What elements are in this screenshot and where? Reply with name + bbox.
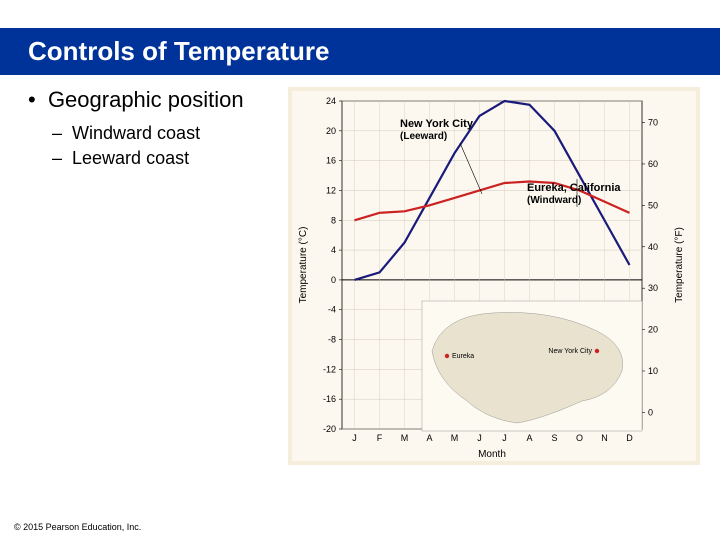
svg-text:New York City: New York City xyxy=(548,348,592,355)
svg-text:N: N xyxy=(601,433,608,443)
svg-text:New York City: New York City xyxy=(400,118,474,130)
svg-text:Month: Month xyxy=(478,449,506,460)
svg-text:Eureka: Eureka xyxy=(452,353,474,360)
svg-text:J: J xyxy=(352,433,357,443)
svg-text:30: 30 xyxy=(648,283,658,293)
svg-text:J: J xyxy=(477,433,482,443)
svg-text:70: 70 xyxy=(648,118,658,128)
chart-inner: -20 -16 -12 -8 -4 0 4 8 12 16 20 24 J F M A M J J A S O N D 0 10 2… xyxy=(292,91,696,461)
svg-text:Temperature (°C): Temperature (°C) xyxy=(298,227,309,304)
text-column: • Geographic position – Windward coast –… xyxy=(28,87,288,465)
svg-text:M: M xyxy=(401,433,409,443)
sub-item-1: – Leeward coast xyxy=(52,148,288,169)
sub-item-0: – Windward coast xyxy=(52,123,288,144)
svg-text:A: A xyxy=(526,433,532,443)
svg-text:O: O xyxy=(576,433,583,443)
chart-svg: -20 -16 -12 -8 -4 0 4 8 12 16 20 24 J F M A M J J A S O N D 0 10 2… xyxy=(292,91,692,461)
bullet-main-text: Geographic position xyxy=(48,87,244,112)
svg-text:16: 16 xyxy=(326,156,336,166)
svg-text:M: M xyxy=(451,433,459,443)
svg-text:0: 0 xyxy=(331,275,336,285)
svg-text:20: 20 xyxy=(648,325,658,335)
svg-text:Eureka, California: Eureka, California xyxy=(527,182,621,194)
svg-text:50: 50 xyxy=(648,200,658,210)
svg-text:12: 12 xyxy=(326,185,336,195)
bullet-main: • Geographic position xyxy=(28,87,288,113)
content-area: • Geographic position – Windward coast –… xyxy=(0,75,720,465)
svg-text:40: 40 xyxy=(648,242,658,252)
svg-text:10: 10 xyxy=(648,366,658,376)
svg-text:D: D xyxy=(626,433,633,443)
svg-text:0: 0 xyxy=(648,407,653,417)
svg-text:Temperature (°F): Temperature (°F) xyxy=(674,227,685,303)
svg-text:A: A xyxy=(426,433,432,443)
svg-text:4: 4 xyxy=(331,245,336,255)
title-bar: Controls of Temperature xyxy=(0,28,720,75)
svg-text:8: 8 xyxy=(331,215,336,225)
svg-text:60: 60 xyxy=(648,159,658,169)
svg-text:-12: -12 xyxy=(323,364,336,374)
svg-text:J: J xyxy=(502,433,507,443)
svg-text:S: S xyxy=(551,433,557,443)
svg-text:-20: -20 xyxy=(323,424,336,434)
svg-text:(Leeward): (Leeward) xyxy=(400,131,447,142)
svg-text:F: F xyxy=(377,433,383,443)
svg-text:24: 24 xyxy=(326,96,336,106)
sub-list: – Windward coast – Leeward coast xyxy=(52,123,288,169)
svg-text:-4: -4 xyxy=(328,305,336,315)
copyright: © 2015 Pearson Education, Inc. xyxy=(14,522,141,532)
svg-text:20: 20 xyxy=(326,126,336,136)
page-title: Controls of Temperature xyxy=(28,36,720,67)
svg-text:-8: -8 xyxy=(328,335,336,345)
svg-text:(Windward): (Windward) xyxy=(527,195,581,206)
chart-panel: -20 -16 -12 -8 -4 0 4 8 12 16 20 24 J F M A M J J A S O N D 0 10 2… xyxy=(288,87,700,465)
svg-text:-16: -16 xyxy=(323,394,336,404)
